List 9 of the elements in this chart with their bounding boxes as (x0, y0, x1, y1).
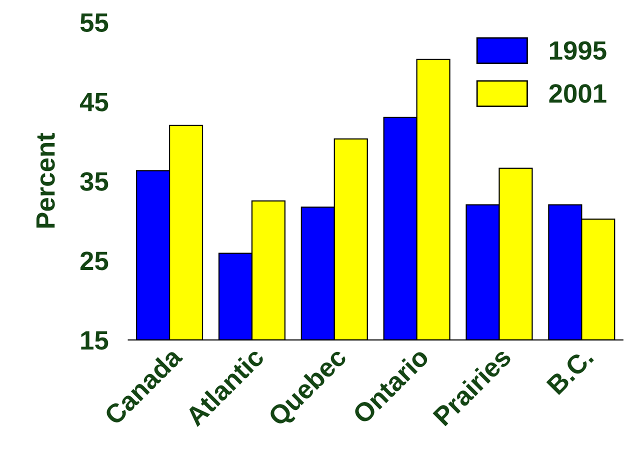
legend-label: 2001 (549, 84, 606, 103)
x-tick-label: B.C. (546, 347, 594, 396)
y-tick-label: 45 (80, 92, 108, 112)
legend-label: 1995 (550, 41, 606, 60)
y-axis-title: Percent (36, 132, 55, 228)
y-tick-label: 35 (80, 172, 108, 191)
y-tick-label: 15 (81, 331, 108, 350)
y-tick-label: 55 (80, 14, 108, 32)
y-tick-label: 25 (80, 252, 108, 270)
